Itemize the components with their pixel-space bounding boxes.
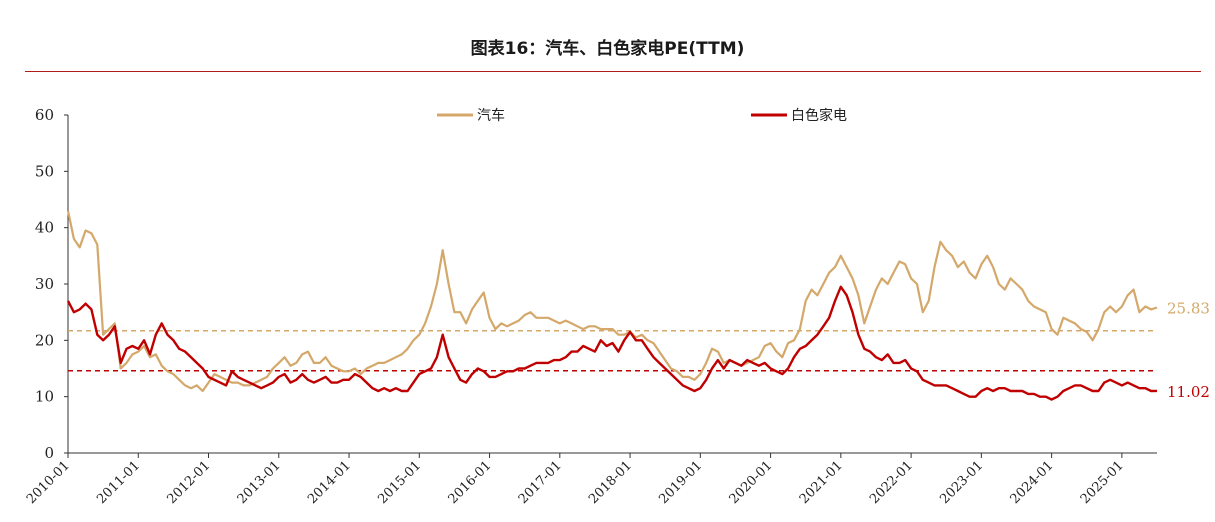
mean-lines [68,330,1157,372]
x-tick-label: 2024-01 [1008,458,1057,507]
x-tick-label: 2018-01 [586,458,635,507]
x-tick-label: 2017-01 [516,458,565,507]
x-tick-label: 2015-01 [375,458,424,507]
y-tick-label: 30 [35,275,54,293]
y-tick-label: 60 [35,106,54,124]
x-tick-label: 2010-01 [24,458,73,507]
x-tick-label: 2023-01 [937,458,986,507]
y-tick-label: 10 [35,388,54,406]
title-rule [25,71,1201,72]
axes: 0 10 20 30 40 50 60 2010-01 2011-01 2012-01 2013-0… [24,106,1157,507]
x-tick-label: 2016-01 [446,458,495,507]
y-tick-label: 0 [44,444,54,462]
series-line [66,285,1158,401]
x-tick-label: 2012-01 [165,458,214,507]
series-line [66,210,1158,393]
legend-label: 白色家电 [791,107,847,124]
x-tick-label: 2013-01 [235,458,284,507]
y-tick-label: 20 [35,331,54,349]
end-value-label: 25.83 [1167,299,1210,317]
y-tick-label: 50 [35,162,54,180]
x-tick-label: 2014-01 [305,458,354,507]
x-tick-label: 2021-01 [797,458,846,507]
x-tick-label: 2025-01 [1078,458,1127,507]
x-tick-label: 2020-01 [727,458,776,507]
legend-label: 汽车 [477,107,505,124]
x-tick-label: 2011-01 [94,458,143,507]
x-tick-label: 2022-01 [867,458,916,507]
x-tick-label: 2019-01 [656,458,705,507]
series-lines [66,210,1158,401]
legend: 汽车 白色家电 [437,107,847,124]
end-value-label: 11.02 [1167,383,1210,401]
end-labels: 25.83 11.02 [1167,299,1210,400]
y-tick-label: 40 [35,219,54,237]
chart-title: 图表16：汽车、白色家电PE(TTM) [470,39,745,59]
